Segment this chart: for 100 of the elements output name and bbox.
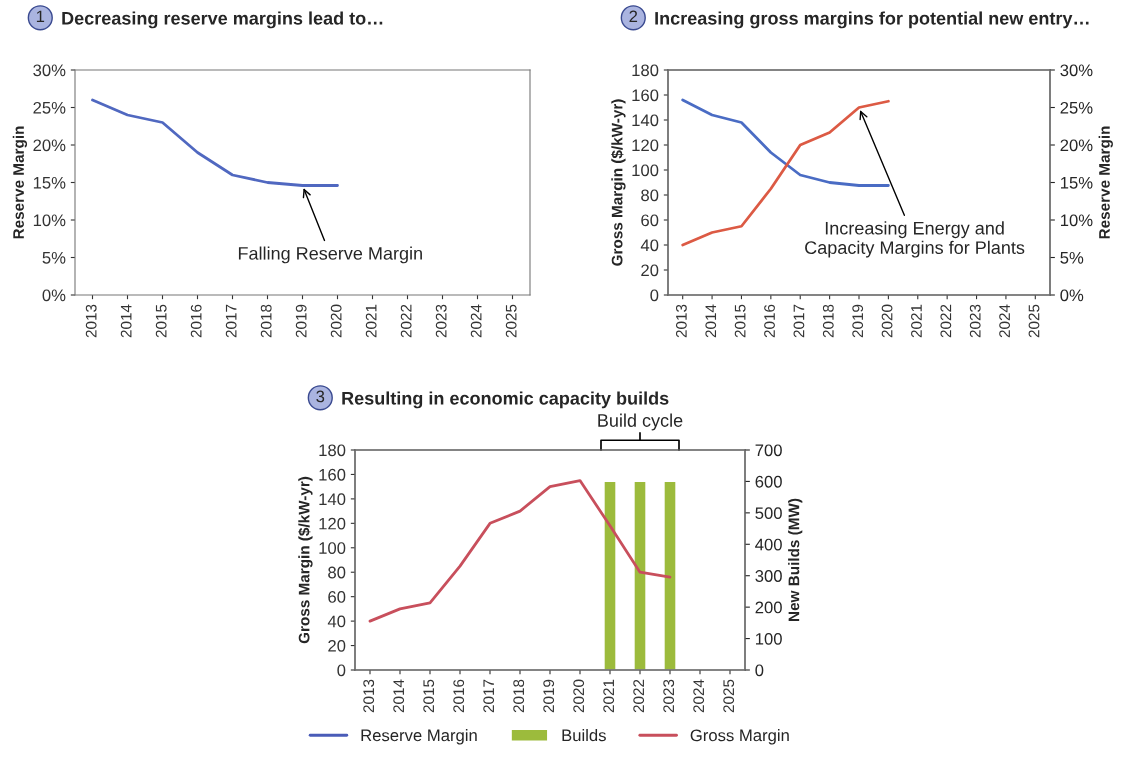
x-tick-label: 2025 <box>505 304 517 338</box>
y-tick-label: 0 <box>337 664 346 677</box>
x-tick-label: 2023 <box>435 304 447 338</box>
x-tick-label: 2015 <box>734 304 746 338</box>
x-tick-label: 2023 <box>969 304 981 338</box>
x-tick-label: 2018 <box>513 679 525 713</box>
y-tick-label: 160 <box>319 468 346 481</box>
x-tick-label: 2015 <box>423 679 435 713</box>
text: 2 <box>629 10 638 23</box>
y2-axis-title: New Builds (MW) <box>788 498 803 621</box>
x-tick-label: 2013 <box>85 304 97 338</box>
line-series <box>368 479 672 623</box>
x-tick-label: 2021 <box>603 679 615 713</box>
y-tick-label: 5% <box>42 251 66 264</box>
y2-tick-label: 200 <box>755 601 782 614</box>
y-tick-label: 120 <box>319 517 346 530</box>
x-tick-label: 2025 <box>1028 304 1040 338</box>
x-tick-label: 2019 <box>543 679 555 713</box>
y-axis-title: Reserve Margin <box>12 126 28 239</box>
y-tick-label: 20% <box>33 139 66 152</box>
y-tick-label: 40 <box>327 615 346 628</box>
x-tick-label: 2018 <box>822 304 834 338</box>
x-tick-label: 2017 <box>483 679 495 713</box>
x-tick-label: 2025 <box>723 679 735 713</box>
y2-tick-label: 0% <box>1060 289 1084 302</box>
x-tick-label: 2024 <box>693 679 705 713</box>
x-tick-label: 2022 <box>940 304 952 338</box>
annotation: Increasing Energy and Capacity Margins for Plants <box>805 221 1025 258</box>
x-tick-label: 2022 <box>633 679 645 713</box>
x-tick-label: 2013 <box>363 679 375 713</box>
y-tick-label: 180 <box>319 444 346 457</box>
annotation: Falling Reserve Margin <box>238 246 422 264</box>
y-tick-label: 40 <box>640 239 659 252</box>
y2-tick-label: 10% <box>1060 214 1093 227</box>
x-tick-label: 2017 <box>225 304 237 338</box>
y-tick-label: 30% <box>33 64 66 77</box>
y2-tick-label: 20% <box>1060 139 1093 152</box>
y-tick-label: 180 <box>632 64 659 77</box>
text: 3 <box>316 390 325 403</box>
y-tick-label: 80 <box>328 566 346 579</box>
y-tick-label: 10% <box>33 214 66 227</box>
y2-tick-label: 300 <box>755 570 782 582</box>
x-tick-label: 2016 <box>190 304 202 338</box>
y2-tick-label: 15% <box>1060 176 1093 189</box>
y2-tick-label: 100 <box>755 632 782 645</box>
legend-label: Gross Margin <box>690 729 789 745</box>
chart-title: Increasing gross margins for potential new entry… <box>655 11 1089 29</box>
y-axis-title: Gross Margin ($/kW-yr) <box>298 476 313 644</box>
x-tick-label: 2017 <box>793 304 805 338</box>
y2-tick-label: 5% <box>1060 251 1084 264</box>
y-tick-label: 0 <box>650 289 659 302</box>
x-tick-label: 2020 <box>573 679 585 713</box>
x-tick-label: 2014 <box>705 304 717 338</box>
x-tick-label: 2014 <box>120 304 132 338</box>
x-tick-label: 2016 <box>453 679 465 713</box>
x-tick-label: 2021 <box>365 304 377 338</box>
x-tick-label: 2016 <box>764 304 775 338</box>
x-tick-label: 2014 <box>393 679 405 713</box>
line-series <box>681 98 890 187</box>
text: Build cycle <box>598 413 683 431</box>
y-tick-label: 25% <box>33 101 66 114</box>
x-tick-label: 2015 <box>155 304 167 338</box>
x-tick-label: 2019 <box>852 304 864 338</box>
x-tick-label: 2023 <box>663 679 675 713</box>
y2-tick-label: 30% <box>1060 64 1093 77</box>
y-tick-label: 20 <box>328 639 346 652</box>
y-tick-label: 140 <box>632 114 659 127</box>
x-tick-label: 2022 <box>400 304 412 338</box>
y2-tick-label: 600 <box>755 475 782 488</box>
line-series <box>91 98 339 187</box>
y-tick-label: 80 <box>641 189 659 202</box>
chart-title: Resulting in economic capacity builds <box>342 391 669 409</box>
x-tick-label: 2021 <box>911 304 922 338</box>
x-tick-label: 2020 <box>881 304 893 338</box>
y-tick-label: 20 <box>641 264 659 277</box>
y2-tick-label: 500 <box>755 507 782 520</box>
y-tick-label: 100 <box>319 542 346 554</box>
x-tick-label: 2024 <box>470 304 482 338</box>
y-tick-label: 160 <box>632 89 659 102</box>
y-tick-label: 120 <box>632 139 659 152</box>
legend-label: Reserve Margin <box>361 729 477 745</box>
x-tick-label: 2019 <box>295 304 307 338</box>
y2-tick-label: 700 <box>755 444 782 457</box>
y-tick-label: 60 <box>328 591 346 603</box>
legend-label: Builds <box>562 729 606 742</box>
y-tick-label: 15% <box>33 176 66 189</box>
y-tick-label: 60 <box>641 214 659 227</box>
y-tick-label: 140 <box>319 493 346 506</box>
y2-tick-label: 0 <box>755 664 764 677</box>
x-tick-label: 2024 <box>999 304 1011 338</box>
y2-axis-title: Reserve Margin <box>1098 126 1113 239</box>
y-axis-title: Gross Margin ($/kW-yr) <box>611 99 626 266</box>
y2-tick-label: 400 <box>755 538 782 551</box>
text: 1 <box>36 10 45 23</box>
x-tick-label: 2018 <box>260 304 272 338</box>
y-tick-label: 100 <box>632 164 659 177</box>
x-tick-label: 2013 <box>675 304 687 338</box>
y-tick-label: 0% <box>42 289 66 302</box>
y2-tick-label: 25% <box>1060 101 1093 114</box>
chart-title: Decreasing reserve margins lead to… <box>62 11 383 29</box>
